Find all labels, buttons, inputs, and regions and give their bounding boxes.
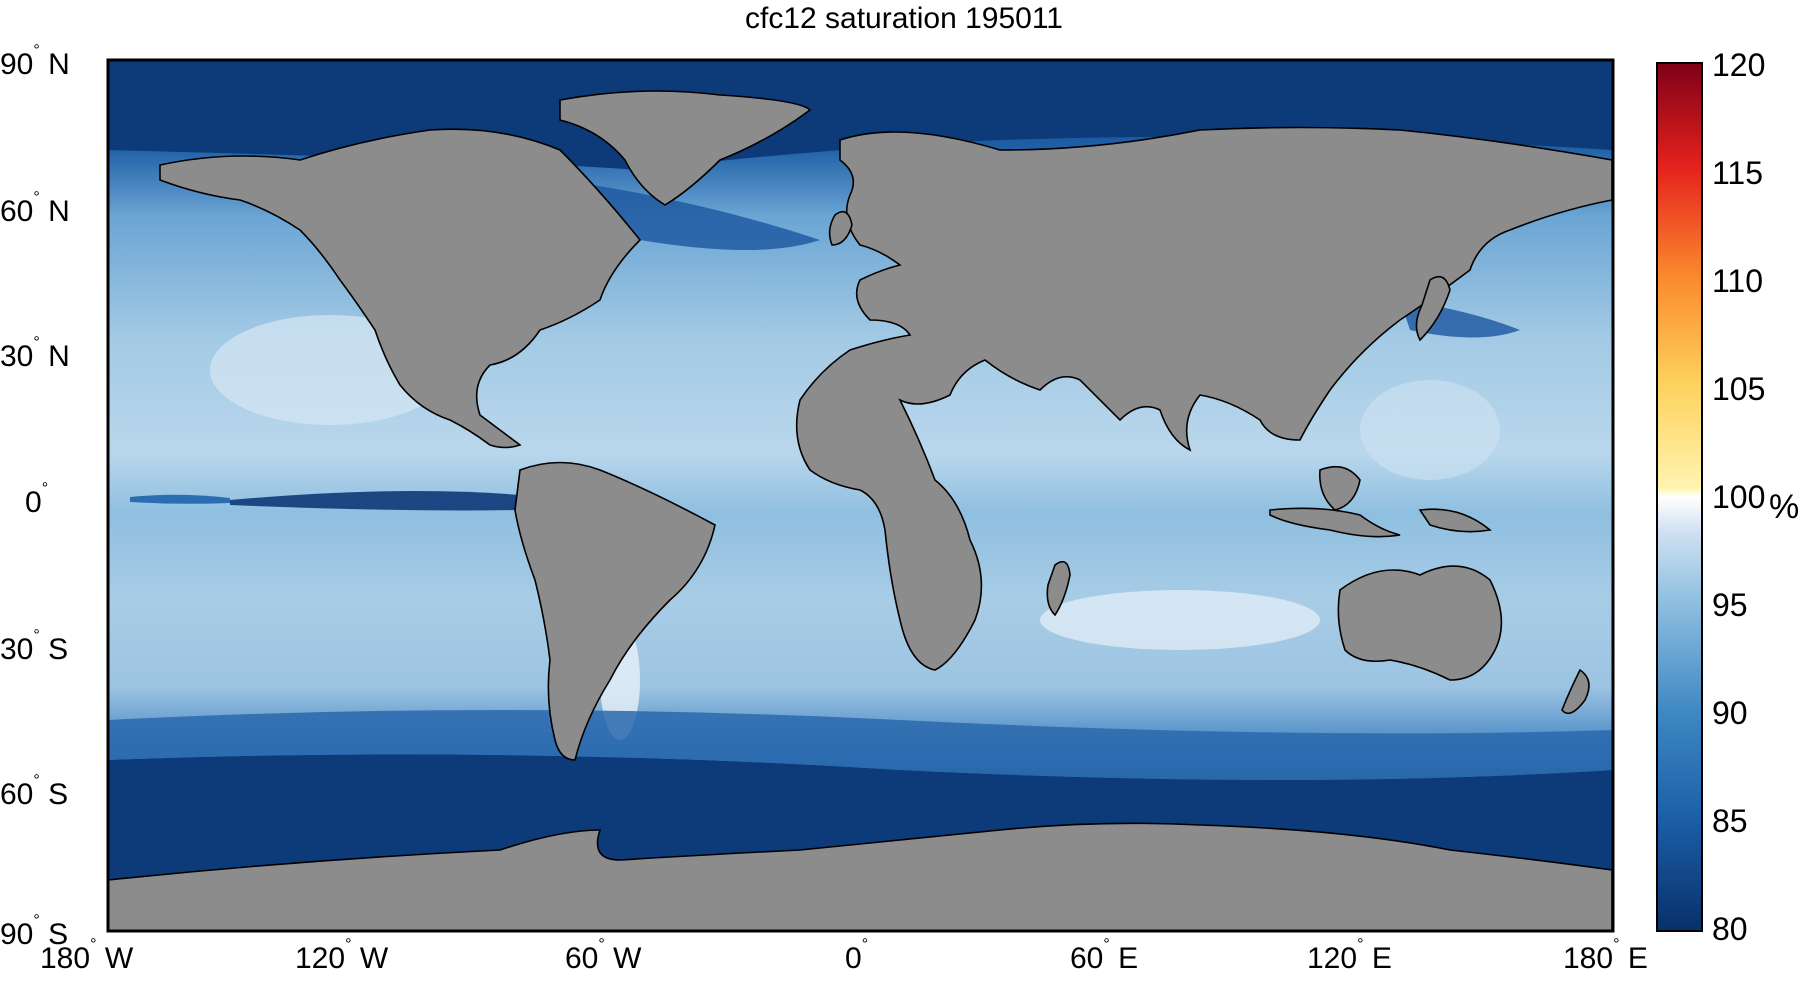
- colorbar: [1656, 62, 1703, 932]
- colorbar-unit: %: [1769, 488, 1800, 526]
- lat-label-30s: 30° S: [0, 627, 69, 666]
- land-uk: [828, 210, 853, 246]
- lon-label-180e: 180° E: [1563, 936, 1648, 975]
- map-frame: [106, 58, 1615, 933]
- colorbar-tick-115: 115: [1712, 155, 1764, 191]
- colorbar-tick-120: 120: [1712, 47, 1766, 83]
- colorbar-tick-85: 85: [1712, 803, 1748, 839]
- land-new-guinea: [1418, 508, 1492, 533]
- land-indonesia: [1269, 507, 1401, 538]
- lat-label-30n: 30° N: [0, 334, 70, 373]
- colorbar-tick-95: 95: [1712, 587, 1748, 623]
- lat-label-90s: 90° S: [0, 912, 69, 951]
- map-title: cfc12 saturation 195011: [744, 2, 1063, 35]
- lon-label-120e: 120° E: [1307, 936, 1392, 975]
- land-new-zealand: [1561, 668, 1590, 715]
- lat-label-60s: 60° S: [0, 772, 69, 811]
- colorbar-tick-80: 80: [1712, 911, 1748, 947]
- colorbar-tick-100: 100: [1712, 479, 1766, 515]
- land-australia: [1337, 565, 1503, 681]
- land-north-america: [159, 128, 642, 449]
- lat-label-90n: 90° N: [0, 42, 70, 81]
- land-masses: [107, 90, 1613, 932]
- colorbar-tick-90: 90: [1712, 695, 1748, 731]
- colorbar-tick-105: 105: [1712, 371, 1766, 407]
- lon-label-60e: 60° E: [1070, 936, 1139, 975]
- lon-label-180w: 180° W: [40, 936, 134, 975]
- land-greenland: [559, 90, 812, 206]
- land-japan: [1415, 275, 1451, 342]
- colorbar-tick-110: 110: [1712, 263, 1764, 299]
- lon-label-60w: 60° W: [565, 936, 642, 975]
- lon-label-0: 0°: [845, 936, 869, 975]
- lat-label-60n: 60° N: [0, 189, 70, 228]
- lat-label-0: 0°: [25, 480, 49, 519]
- lon-label-120w: 120° W: [295, 936, 389, 975]
- land-antarctica: [107, 822, 1613, 932]
- land-south-america: [514, 461, 716, 761]
- land-borneo: [1318, 465, 1361, 511]
- land-madagascar: [1046, 560, 1071, 617]
